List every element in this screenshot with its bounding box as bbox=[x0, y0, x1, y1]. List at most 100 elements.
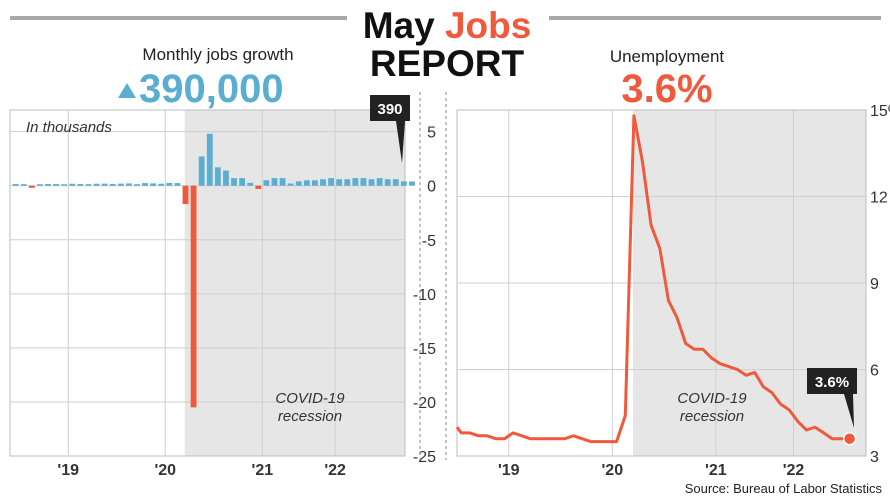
jobs-bar bbox=[336, 179, 343, 186]
y-tick-label: 3 bbox=[870, 449, 879, 466]
jobs-bar bbox=[295, 181, 302, 186]
source-note: Source: Bureau of Labor Statistics bbox=[685, 481, 883, 496]
y-tick-label: -15 bbox=[413, 341, 436, 358]
unit-note: In thousands bbox=[26, 119, 112, 136]
jobs-bar bbox=[214, 167, 221, 186]
jobs-bar bbox=[166, 182, 173, 186]
jobs-bar bbox=[12, 183, 19, 186]
y-tick-label: 12 bbox=[870, 190, 888, 207]
x-tick-label: '22 bbox=[783, 462, 805, 479]
jobs-bar bbox=[77, 183, 84, 186]
y-tick-label: -10 bbox=[413, 287, 436, 304]
up-triangle-icon bbox=[118, 83, 136, 98]
jobs-bar bbox=[263, 180, 270, 186]
jobs-callout: 390 bbox=[370, 95, 410, 163]
jobs-bar bbox=[109, 183, 116, 186]
jobs-bar bbox=[360, 178, 367, 186]
unemp-callout-box bbox=[807, 368, 857, 394]
jobs-chart-title: Monthly jobs growth bbox=[142, 45, 293, 64]
jobs-bar bbox=[247, 182, 254, 186]
unemp-recession-label-line1: COVID-19 bbox=[677, 390, 747, 407]
x-tick-label: '21 bbox=[705, 462, 727, 479]
jobs-bar bbox=[37, 184, 43, 186]
jobs-bar bbox=[271, 178, 278, 186]
unemployment-line bbox=[455, 114, 850, 444]
page-title-line2: REPORT bbox=[370, 43, 525, 84]
y-tick-label: 6 bbox=[870, 363, 879, 380]
jobs-bar bbox=[69, 183, 76, 186]
jobs-bar bbox=[53, 184, 60, 186]
jobs-bar bbox=[328, 178, 334, 186]
jobs-bar bbox=[409, 181, 415, 186]
jobs-bar bbox=[352, 178, 359, 186]
unemployment-callout: 3.6% bbox=[807, 368, 857, 428]
jobs-bar bbox=[61, 184, 68, 186]
jobs-bar bbox=[223, 170, 229, 186]
jobs-bar bbox=[125, 183, 132, 186]
unemp-callout-pointer bbox=[844, 394, 854, 428]
jobs-bar bbox=[190, 185, 197, 408]
x-tick-label: '20 bbox=[602, 462, 624, 479]
jobs-headline-value: 390,000 bbox=[139, 67, 284, 111]
header-rule-right bbox=[549, 16, 881, 20]
jobs-bar bbox=[344, 179, 351, 186]
y-tick-label: 5 bbox=[427, 125, 436, 142]
header-rule-left bbox=[10, 16, 347, 20]
jobs-bar bbox=[311, 180, 318, 186]
x-tick-label: '19 bbox=[498, 462, 520, 479]
jobs-growth-chart: 5 0 -5 -10 -15 -20 -25 '19 '20 '21 '22 bbox=[9, 92, 436, 479]
unemployment-chart-title: Unemployment bbox=[610, 47, 725, 66]
jobs-callout-pointer bbox=[396, 121, 405, 163]
jobs-bar bbox=[28, 185, 35, 188]
title-word-jobs: Jobs bbox=[445, 5, 531, 46]
jobs-bar bbox=[198, 156, 205, 186]
x-tick-label: '22 bbox=[324, 462, 346, 479]
y-tick-label: -5 bbox=[422, 233, 436, 250]
plot-frame bbox=[456, 109, 867, 457]
jobs-bar bbox=[45, 183, 51, 186]
unemployment-chart: 15% 12 9 6 3 '19 '20 '21 '22 bbox=[445, 92, 890, 479]
jobs-bar bbox=[174, 183, 181, 186]
latest-point bbox=[842, 431, 857, 446]
unemp-recession-label-line2: recession bbox=[680, 408, 744, 425]
jobs-bar bbox=[182, 185, 189, 205]
jobs-bar bbox=[279, 178, 286, 186]
unemployment-headline-value: 3.6% bbox=[621, 67, 712, 111]
y-tick-label: -20 bbox=[413, 395, 436, 412]
jobs-bar bbox=[101, 183, 108, 186]
y-tick-label: 0 bbox=[427, 179, 436, 196]
y-tick-label: -25 bbox=[413, 449, 436, 466]
unemp-callout-label: 3.6% bbox=[815, 374, 849, 391]
jobs-bar bbox=[206, 133, 213, 186]
jobs-bar bbox=[239, 178, 246, 186]
jobs-bar bbox=[158, 183, 165, 186]
y-tick-label: 15% bbox=[870, 103, 890, 120]
jobs-bar bbox=[93, 183, 100, 186]
jobs-bar bbox=[384, 179, 391, 186]
jobs-bar bbox=[287, 183, 294, 186]
jobs-bar bbox=[303, 180, 310, 186]
jobs-bar bbox=[142, 183, 148, 186]
jobs-bar bbox=[134, 184, 140, 186]
jobs-bar bbox=[150, 183, 157, 186]
x-tick-label: '21 bbox=[252, 462, 274, 479]
jobs-bar bbox=[255, 185, 262, 189]
page-title: May Jobs bbox=[363, 5, 532, 46]
jobs-bar bbox=[392, 179, 399, 186]
y-tick-label: 9 bbox=[870, 276, 879, 293]
jobs-callout-label: 390 bbox=[377, 101, 402, 118]
jobs-bar bbox=[231, 178, 237, 186]
x-tick-label: '19 bbox=[57, 462, 79, 479]
jobs-bar bbox=[20, 184, 27, 186]
jobs-recession-label-line2: recession bbox=[278, 408, 342, 425]
jobs-recession-label-line1: COVID-19 bbox=[275, 390, 345, 407]
title-word-may: May bbox=[363, 5, 435, 46]
x-tick-label: '20 bbox=[154, 462, 176, 479]
jobs-bar bbox=[320, 179, 326, 186]
jobs-bar bbox=[85, 184, 92, 186]
jobs-bar bbox=[376, 178, 383, 186]
recession-shading bbox=[184, 110, 405, 456]
jobs-callout-box bbox=[370, 95, 410, 121]
jobs-bar bbox=[117, 183, 124, 186]
